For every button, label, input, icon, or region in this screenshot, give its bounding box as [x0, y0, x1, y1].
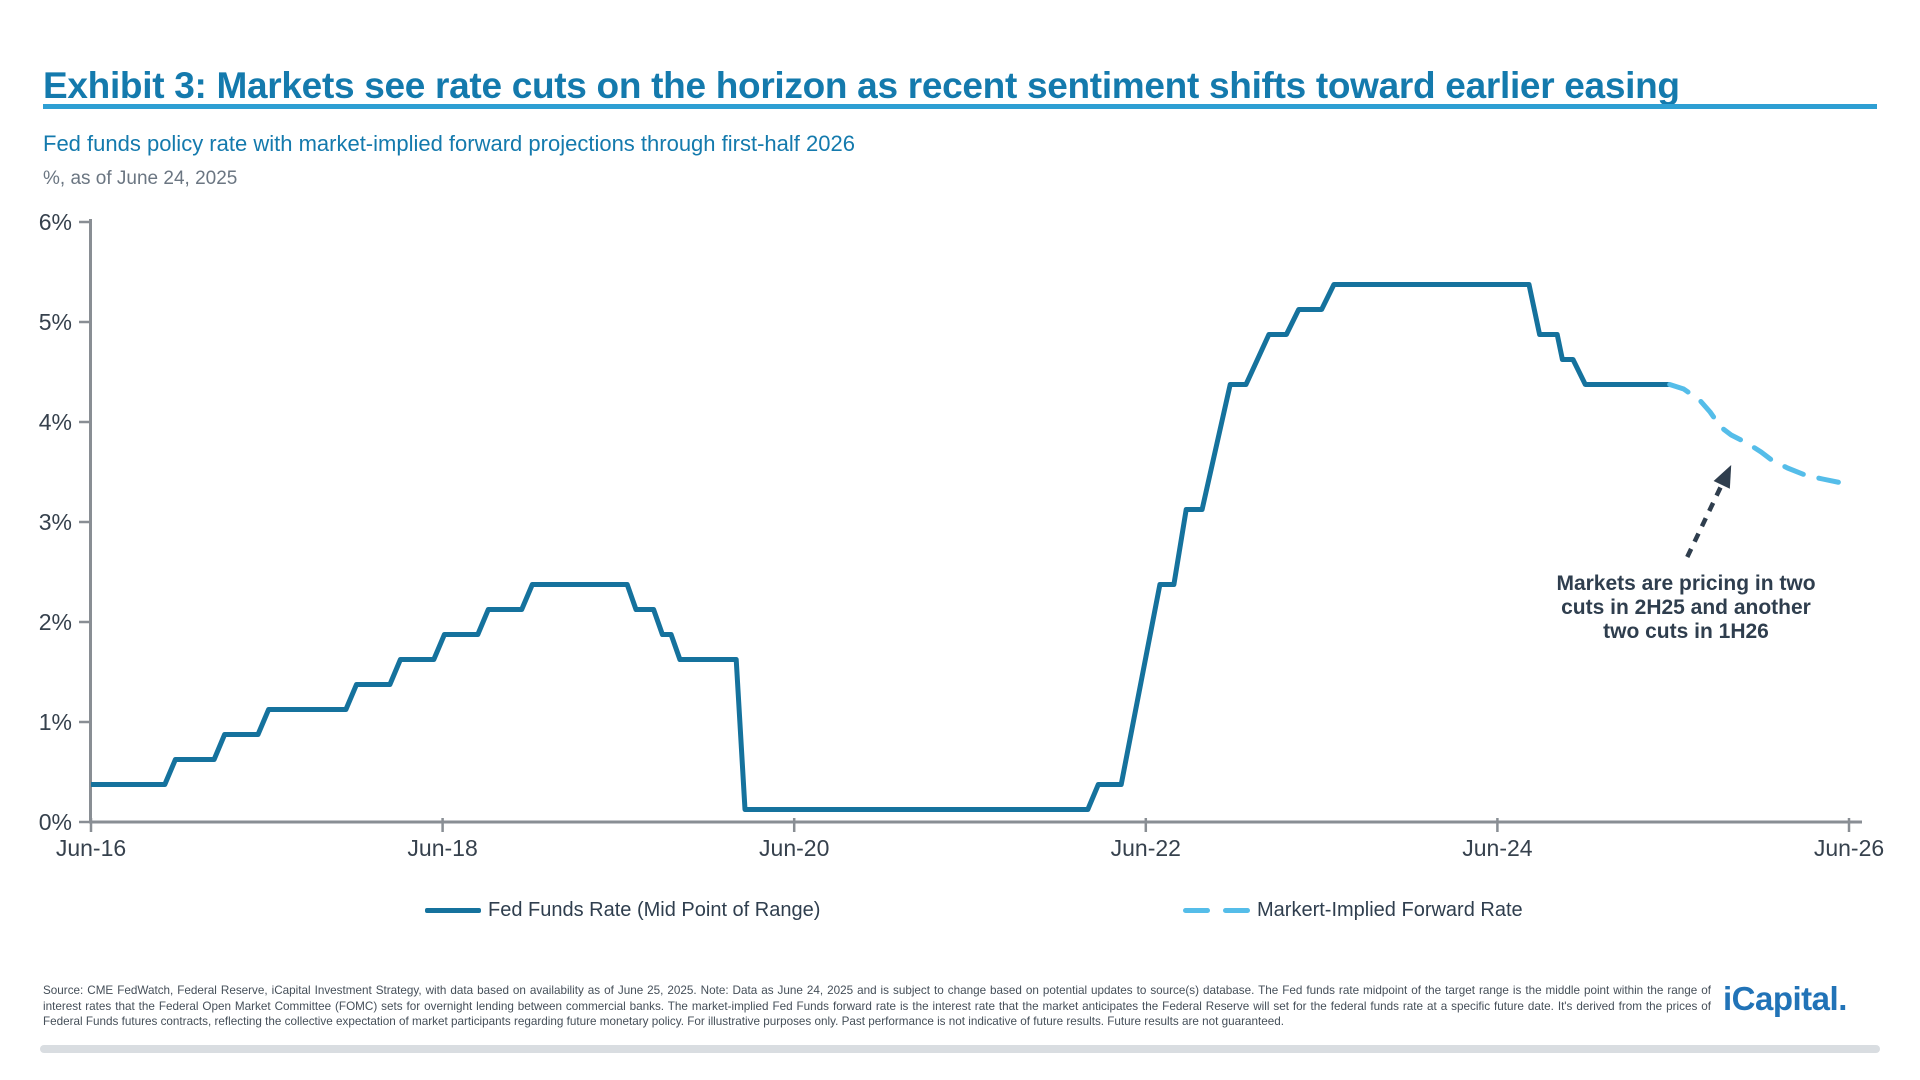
y-tick-label: 3% — [39, 509, 72, 535]
chart-annotation-text: Markets are pricing in two cuts in 2H25 … — [1556, 572, 1816, 643]
y-tick-label: 0% — [39, 809, 72, 835]
legend-label: Fed Funds Rate (Mid Point of Range) — [488, 898, 821, 921]
annotation-arrow-head — [1713, 465, 1732, 489]
source-disclosure-note: Source: CME FedWatch, Federal Reserve, i… — [43, 984, 1711, 1029]
chart-subtitle: Fed funds policy rate with market-implie… — [43, 131, 855, 156]
title-underline-rule — [43, 104, 1877, 109]
x-tick-label: Jun-20 — [759, 835, 829, 861]
icapital-logo: iCapital. — [1723, 980, 1847, 1017]
y-tick-label: 1% — [39, 709, 72, 735]
x-tick-label: Jun-16 — [56, 835, 126, 861]
x-tick-label: Jun-24 — [1462, 835, 1533, 861]
y-tick-label: 4% — [39, 409, 72, 435]
x-tick-label: Jun-26 — [1814, 835, 1884, 861]
page-title: Exhibit 3: Markets see rate cuts on the … — [43, 64, 1680, 106]
x-tick-label: Jun-22 — [1111, 835, 1181, 861]
dashed-line-swatch-icon — [1183, 907, 1250, 913]
x-tick-label: Jun-18 — [407, 835, 477, 861]
y-tick-label: 5% — [39, 309, 72, 335]
bottom-divider-bar — [40, 1045, 1880, 1053]
annotation-arrow-shaft — [1685, 478, 1727, 558]
series-solid-line — [91, 282, 1670, 812]
y-tick-label: 2% — [39, 609, 72, 635]
legend-item-fed-funds-rate: Fed Funds Rate (Mid Point of Range) — [425, 893, 820, 927]
legend-item-forward-rate: Markert-Implied Forward Rate — [1183, 893, 1523, 927]
chart-units-caption: %, as of June 24, 2025 — [43, 168, 238, 189]
legend-label: Markert-Implied Forward Rate — [1257, 898, 1523, 921]
solid-line-swatch-icon — [425, 907, 481, 913]
y-tick-label: 6% — [39, 209, 72, 235]
chart-legend: Fed Funds Rate (Mid Point of Range) Mark… — [0, 893, 1920, 927]
series-dashed-line — [1667, 382, 1845, 486]
